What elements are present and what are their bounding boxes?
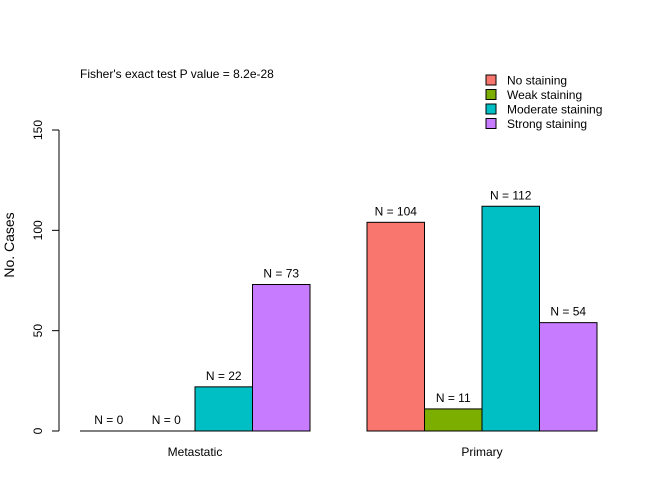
y-tick-label: 50 (31, 324, 45, 338)
legend-label: Strong staining (507, 117, 587, 131)
x-category-label: Primary (461, 445, 502, 459)
y-ticks: 0 50 100 150 (31, 120, 59, 434)
bar (539, 322, 598, 432)
y-axis-label: No. Cases (1, 212, 17, 277)
bar-value-label: N = 112 (490, 188, 532, 202)
bar (194, 386, 253, 432)
y-axis: 0 50 100 150 (31, 120, 60, 434)
x-category-label: Metastatic (168, 445, 223, 459)
bar-value-label: N = 54 (550, 305, 586, 319)
y-tick-label: 150 (31, 120, 45, 140)
legend-label: Moderate staining (507, 103, 602, 117)
legend-item: No staining (485, 74, 567, 88)
legend-swatch (485, 89, 497, 100)
chart-annotation: Fisher's exact test P value = 8.2e-28 (80, 67, 274, 81)
bar-value-label: N = 22 (206, 369, 242, 383)
bars (194, 205, 598, 432)
bar (424, 408, 483, 432)
legend-swatch (485, 118, 497, 129)
legend-swatch (485, 103, 497, 115)
x-category-labels: Metastatic Primary (168, 445, 503, 459)
legend-label: No staining (507, 74, 567, 88)
bar (481, 205, 540, 432)
bar-value-label: N = 11 (436, 391, 471, 405)
legend-item: Strong staining (485, 117, 587, 131)
bar-value-label: N = 104 (375, 204, 418, 218)
legend-label: Weak staining (507, 88, 582, 102)
bar-labels: N = 0 N = 104 N = 0 N = 11 N = 22 N = 112 N = … (94, 188, 586, 427)
bar (252, 284, 311, 432)
legend-item: Weak staining (485, 88, 582, 102)
bar (366, 221, 425, 432)
y-tick-label: 100 (31, 220, 45, 240)
legend-item: Moderate staining (485, 103, 602, 117)
y-tick-label: 0 (31, 427, 45, 434)
bar-value-label: N = 0 (152, 413, 181, 427)
bar-value-label: N = 73 (263, 267, 299, 281)
bar-value-label: N = 0 (94, 413, 123, 427)
legend-swatch (485, 74, 497, 86)
